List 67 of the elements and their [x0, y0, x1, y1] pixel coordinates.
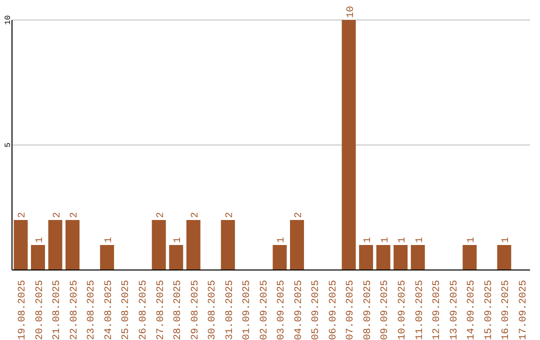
data-label: 1	[104, 236, 116, 243]
x-tick-label: 06.09.2025	[328, 280, 340, 340]
x-tick-label: 22.08.2025	[69, 280, 80, 340]
bar	[290, 220, 304, 270]
x-tick-label: 20.08.2025	[34, 280, 46, 340]
bar	[30, 245, 45, 270]
x-tick-label: 09.09.2025	[380, 280, 392, 340]
x-tick-label: 02.09.2025	[259, 280, 270, 340]
x-tick-label: 21.08.2025	[52, 280, 64, 340]
bar	[342, 20, 356, 270]
x-tick-label: 13.09.2025	[449, 280, 460, 340]
bar	[272, 245, 287, 270]
x-tick-label: 01.09.2025	[242, 280, 254, 340]
bar	[462, 245, 477, 270]
bar	[497, 245, 512, 270]
bar	[66, 220, 80, 270]
data-label: 1	[466, 236, 478, 243]
bar	[100, 245, 114, 270]
x-tick-label: 04.09.2025	[294, 280, 305, 340]
bar	[48, 220, 62, 270]
bar	[169, 245, 184, 270]
x-tick-label: 27.08.2025	[156, 280, 167, 340]
x-tick-label: 17.09.2025	[518, 280, 530, 340]
data-label: 1	[501, 236, 512, 243]
x-tick-label: 19.08.2025	[18, 280, 29, 340]
data-label: 1	[276, 236, 288, 243]
data-label: 1	[173, 236, 184, 243]
data-label: 2	[70, 212, 81, 218]
bar	[376, 245, 390, 270]
data-label: 1	[380, 236, 392, 243]
x-tick-label: 29.08.2025	[190, 280, 202, 340]
data-label: 2	[52, 212, 64, 218]
y-tick-label: 5	[4, 142, 13, 148]
x-tick-label: 24.08.2025	[104, 280, 115, 340]
data-label: 1	[398, 236, 409, 243]
x-tick-label: 08.09.2025	[362, 280, 374, 340]
x-tick-label: 26.08.2025	[138, 280, 150, 340]
x-tick-label: 28.08.2025	[173, 280, 184, 340]
data-label: 2	[18, 212, 29, 218]
data-label: 1	[34, 236, 46, 243]
bar	[14, 220, 28, 270]
data-label: 2	[294, 212, 305, 218]
x-tick-label: 11.09.2025	[414, 280, 426, 340]
data-label: 2	[190, 212, 202, 218]
bar	[220, 220, 235, 270]
bar	[186, 220, 200, 270]
data-label: 1	[363, 236, 374, 243]
x-tick-label: 10.09.2025	[398, 280, 408, 340]
x-tick-label: 23.08.2025	[86, 280, 98, 340]
data-label: 10	[346, 6, 357, 18]
x-tick-label: 15.09.2025	[484, 280, 495, 340]
x-tick-label: 05.09.2025	[311, 280, 322, 340]
x-tick-label: 30.08.2025	[208, 280, 219, 340]
bar	[152, 220, 166, 270]
data-label: 2	[224, 212, 236, 218]
x-tick-label: 25.08.2025	[121, 280, 132, 340]
x-tick-label: 12.09.2025	[432, 280, 444, 340]
data-label: 2	[156, 212, 167, 218]
data-label: 1	[414, 236, 426, 243]
x-tick-label: 16.09.2025	[501, 280, 512, 340]
x-tick-label: 07.09.2025	[346, 280, 357, 340]
x-tick-label: 31.08.2025	[224, 280, 236, 340]
bar	[359, 245, 374, 270]
bar	[394, 245, 408, 270]
x-tick-label: 03.09.2025	[276, 280, 288, 340]
bar	[410, 245, 425, 270]
x-tick-label: 14.09.2025	[466, 280, 478, 340]
